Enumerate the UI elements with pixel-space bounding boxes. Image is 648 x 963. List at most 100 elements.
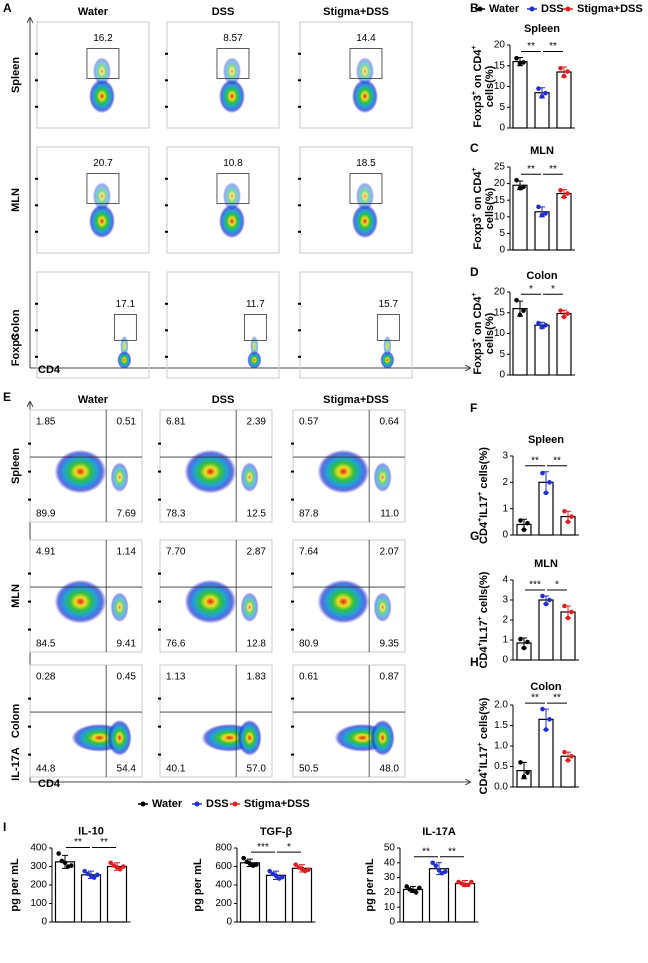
data-point — [517, 185, 523, 191]
row-label: Spleen — [10, 57, 22, 93]
y-tick-label: 2.0 — [494, 700, 508, 711]
panel-letter: A — [3, 1, 12, 15]
bar — [556, 192, 572, 251]
significance-label: ** — [549, 164, 557, 175]
y-axis-label: cells(%) — [484, 187, 496, 229]
y-tick-label: 50 — [384, 843, 396, 854]
bar — [534, 324, 550, 376]
y-tick-label: 1 — [502, 635, 508, 646]
y-tick-label: 0 — [389, 917, 395, 928]
quadrant-value: 2.07 — [380, 547, 400, 558]
y-tick-label: 10 — [384, 902, 396, 913]
legend-label: Water — [152, 798, 183, 810]
data-point — [569, 609, 574, 615]
cell-population — [237, 719, 262, 756]
data-point — [539, 212, 545, 218]
y-axis-label: pg per mL — [9, 858, 21, 911]
y-tick-label: 2 — [502, 615, 508, 626]
y-axis-label: cells(%) — [484, 312, 496, 354]
legend-label: Stigma+DSS — [244, 798, 310, 810]
cell-population — [351, 79, 378, 114]
y-axis-label-part: IL17 — [478, 746, 490, 768]
gate — [216, 173, 250, 204]
y-tick-label: 3 — [502, 595, 508, 606]
y-tick-label: 20 — [494, 178, 506, 189]
gate-value: 18.5 — [356, 158, 376, 169]
bar — [512, 60, 528, 129]
chart-title: Spleen — [524, 23, 560, 35]
y-axis-label-part: + — [477, 742, 484, 746]
legend-label: DSS — [206, 798, 229, 810]
significance-label: * — [551, 284, 555, 295]
bar — [454, 882, 476, 923]
y-axis-label-part: + — [477, 616, 484, 620]
data-point — [293, 862, 298, 867]
y-tick-label: 20 — [494, 40, 506, 51]
gate — [216, 48, 250, 79]
y-axis-label-part: CD4 — [478, 772, 490, 795]
bar — [239, 862, 261, 923]
quadrant-value: 84.5 — [36, 639, 56, 650]
bar — [556, 312, 572, 376]
data-point — [540, 706, 545, 712]
y-tick-label: 20 — [494, 287, 506, 298]
data-point — [558, 308, 563, 313]
bar — [512, 308, 528, 376]
gate-value: 16.2 — [93, 33, 113, 44]
quadrant-value: 40.1 — [166, 764, 186, 775]
chart-title: MLN — [530, 145, 554, 157]
data-point — [536, 86, 541, 91]
panel-letter: I — [3, 820, 6, 834]
quadrant-value: 2.39 — [247, 417, 267, 428]
significance-label: ** — [74, 837, 82, 848]
column-header: Stigma+DSS — [323, 394, 389, 406]
column-header: Stigma+DSS — [323, 6, 389, 18]
quadrant-value: 9.41 — [117, 639, 137, 650]
data-point — [514, 177, 519, 183]
y-tick-label: 30 — [384, 872, 396, 883]
cell-population — [88, 204, 115, 239]
panel-letter: H — [470, 655, 479, 669]
quadrant-value: 2.87 — [247, 547, 267, 558]
y-axis-label-part: + — [477, 492, 484, 496]
cell-population — [351, 204, 378, 239]
row-label: MLN — [10, 584, 22, 608]
cell-population — [383, 335, 392, 356]
flow-plot-frame — [29, 664, 143, 778]
data-point — [525, 520, 530, 526]
y-tick-label: 5 — [499, 228, 505, 239]
y-tick-label: 0 — [502, 655, 508, 666]
data-point — [273, 873, 279, 879]
significance-label: ** — [422, 846, 430, 857]
flow-plot-frame — [299, 271, 413, 379]
flow-plot-frame — [299, 21, 413, 129]
data-point — [565, 519, 571, 525]
cell-population — [117, 350, 132, 369]
data-point — [521, 308, 526, 313]
y-axis-label-part: pg per mL — [364, 858, 376, 911]
data-point — [413, 890, 419, 895]
data-point — [543, 211, 548, 216]
chart-title: Spleen — [528, 434, 564, 446]
legend-marker — [194, 801, 200, 807]
row-label: Spleen — [10, 448, 22, 484]
flow-plot-frame — [299, 146, 413, 254]
y-axis-label-part: Foxp3 — [472, 95, 484, 127]
significance-label: *** — [529, 580, 541, 591]
cell-population — [92, 57, 111, 86]
y-axis-label-part: + — [471, 167, 478, 171]
significance-label: ** — [553, 455, 561, 466]
bar — [538, 599, 554, 661]
data-point — [121, 864, 126, 869]
quadrant-value: 54.4 — [117, 764, 137, 775]
y-tick-label: 100 — [30, 898, 47, 909]
panel-letter: B — [470, 1, 479, 15]
y-axis-label-part: cells(%) — [484, 65, 496, 107]
quadrant-value: 0.28 — [36, 672, 56, 683]
quadrant-value: 0.87 — [380, 672, 400, 683]
gate — [349, 48, 383, 79]
data-point — [267, 868, 272, 874]
data-point — [518, 760, 523, 765]
chart-title: TGF-β — [260, 826, 293, 838]
